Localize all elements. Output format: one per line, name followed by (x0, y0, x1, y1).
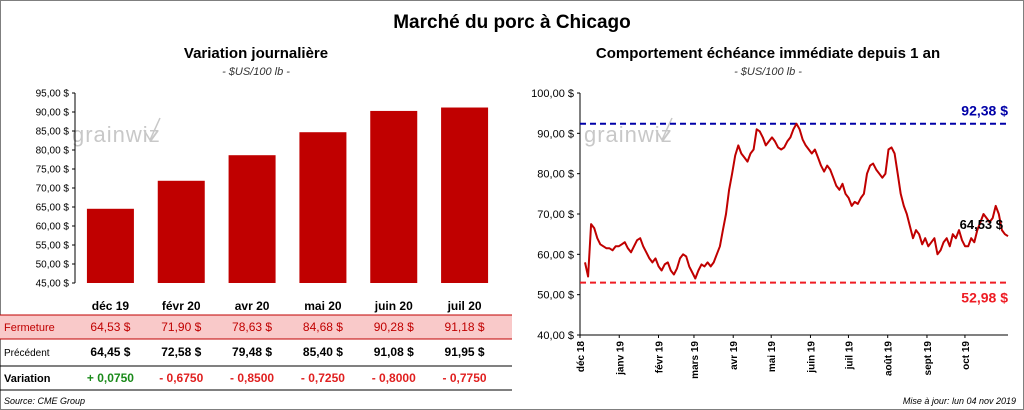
line-x-tick-label: mai 19 (767, 341, 778, 373)
table-cell: 90,28 $ (374, 320, 414, 334)
table-cell: - 0,6750 (159, 371, 203, 385)
line-chart-subtitle: - $US/100 lb - (734, 66, 802, 78)
update-note: Mise à jour: lun 04 nov 2019 (902, 396, 1016, 406)
bar-y-tick-label: 60,00 $ (36, 222, 70, 233)
bar-y-tick-label: 90,00 $ (36, 108, 70, 119)
bar-3 (228, 155, 276, 283)
table-cell: 85,40 $ (303, 345, 343, 359)
max-reference-label: 92,38 $ (961, 103, 1008, 119)
bar-category-label: juin 20 (374, 299, 413, 313)
line-y-tick-label: 90,00 $ (537, 128, 574, 140)
bar-watermark-mark-icon (143, 117, 161, 142)
bar-category-label: mai 20 (304, 299, 342, 313)
table-cell: 71,90 $ (161, 320, 201, 334)
table-cell: 72,58 $ (161, 345, 201, 359)
last-value-label: 64,53 $ (960, 217, 1004, 232)
table-cell: - 0,7750 (443, 371, 487, 385)
line-watermark-mark-icon (655, 117, 673, 142)
bar-watermark: grainwiz (72, 122, 161, 147)
line-x-tick-label: déc 18 (576, 341, 587, 373)
line-y-tick-label: 70,00 $ (537, 209, 574, 221)
bar-y-tick-label: 55,00 $ (36, 241, 70, 252)
table-cell: 64,53 $ (90, 320, 130, 334)
line-x-tick-label: avr 19 (729, 341, 740, 370)
table-cell: 91,18 $ (445, 320, 485, 334)
bar-chart-title: Variation journalière (183, 45, 329, 62)
source-note: Source: CME Group (4, 396, 86, 406)
bar-1 (86, 208, 134, 283)
bar-chart: grainwiz 45,00 $ 50,00 $ 55,00 $ 60,00 $ 65,0… (0, 89, 512, 391)
bar-chart-subtitle: - $US/100 lb - (222, 66, 290, 78)
table-cell: 84,68 $ (303, 320, 343, 334)
line-x-tick-label: oct 19 (961, 341, 972, 370)
line-x-tick-label: févr 19 (655, 341, 666, 374)
table-cell: - 0,7250 (301, 371, 345, 385)
min-reference-label: 52,98 $ (961, 290, 1008, 306)
table-cell: - 0,8500 (230, 371, 274, 385)
table-cell: 64,45 $ (90, 345, 130, 359)
bar-y-tick-label: 75,00 $ (36, 165, 70, 176)
line-x-tick-label: sept 19 (923, 341, 934, 376)
bar-y-tick-label: 50,00 $ (36, 260, 70, 271)
bar-y-tick-label: 45,00 $ (36, 279, 70, 290)
line-y-tick-label: 100,00 $ (531, 88, 574, 100)
line-watermark: grainwiz (584, 122, 673, 147)
main-title: Marché du porc à Chicago (393, 12, 631, 33)
line-y-tick-label: 80,00 $ (537, 169, 574, 181)
bar-2 (157, 180, 205, 283)
line-x-tick-label: août 19 (884, 341, 895, 376)
bar-y-tick-label: 85,00 $ (36, 127, 70, 138)
line-x-tick-label: juil 19 (844, 341, 855, 371)
bar-6 (441, 107, 489, 284)
line-x-tick-label: janv 19 (615, 341, 626, 376)
bar-5 (370, 110, 418, 283)
table-row-label: Variation (4, 373, 51, 385)
table-cell: 78,63 $ (232, 320, 272, 334)
bar-category-label: avr 20 (235, 299, 270, 313)
table-row-label: Fermeture (4, 322, 55, 334)
line-y-tick-label: 50,00 $ (537, 290, 574, 302)
table-cell: - 0,8000 (372, 371, 416, 385)
bar-4 (299, 132, 347, 283)
line-chart-title: Comportement échéance immédiate depuis 1… (595, 45, 941, 62)
table-cell: 79,48 $ (232, 345, 272, 359)
bar-category-label: févr 20 (162, 299, 201, 313)
price-series-line (584, 122, 1009, 280)
table-cell: 91,95 $ (445, 345, 485, 359)
table-cell: + 0,0750 (87, 371, 134, 385)
line-x-tick-label: juin 19 (806, 341, 817, 374)
table-cell: 91,08 $ (374, 345, 414, 359)
line-y-tick-label: 40,00 $ (537, 330, 574, 342)
bar-y-tick-label: 70,00 $ (36, 184, 70, 195)
fermeture-row-band (0, 315, 512, 339)
line-chart: grainwiz 40,00 $ 50,00 $ 60,00 $ 70,00 $ 80,0… (531, 88, 1009, 379)
bar-category-label: juil 20 (447, 299, 482, 313)
bar-y-tick-label: 95,00 $ (36, 89, 70, 100)
bar-y-tick-label: 80,00 $ (36, 146, 70, 157)
bar-y-tick-label: 65,00 $ (36, 203, 70, 214)
table-row-label: Précédent (4, 348, 50, 359)
bar-category-label: déc 19 (92, 299, 130, 313)
line-x-tick-label: mars 19 (690, 341, 701, 379)
line-y-tick-label: 60,00 $ (537, 249, 574, 261)
